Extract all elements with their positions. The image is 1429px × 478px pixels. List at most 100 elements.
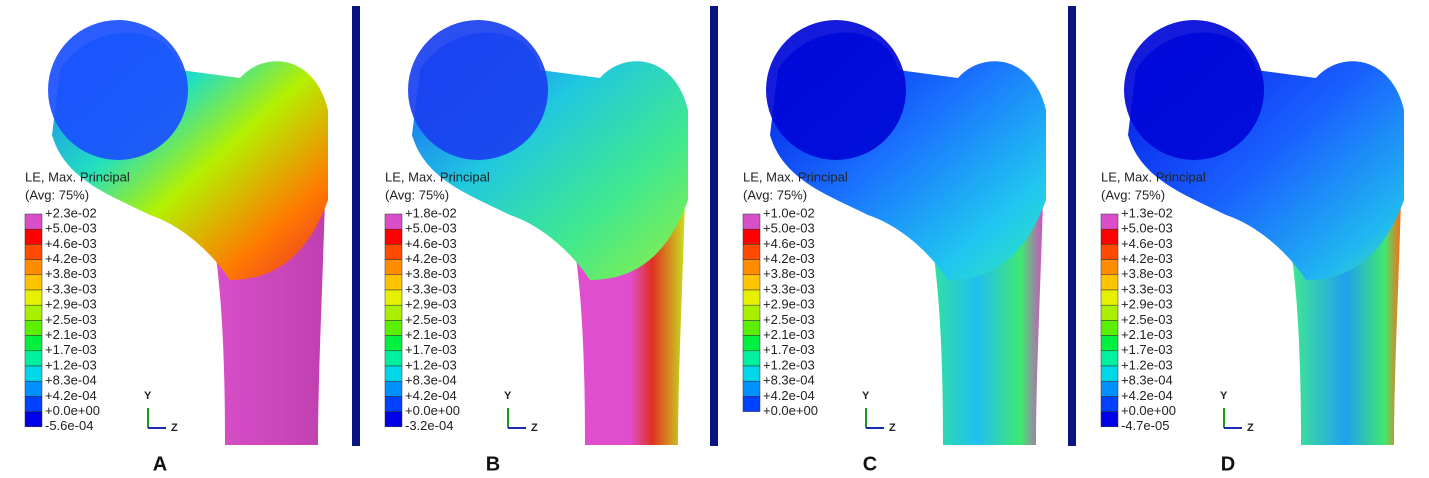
legend-swatch <box>385 381 402 396</box>
legend-swatch <box>25 260 42 275</box>
legend-value: +3.3e-03 <box>763 281 815 296</box>
legend-swatch <box>743 244 760 259</box>
axis-y-label: Y <box>1220 390 1228 402</box>
legend-swatch <box>385 244 402 259</box>
legend-swatch <box>25 366 42 381</box>
legend-value: +3.8e-03 <box>763 266 815 281</box>
axis-y-label: Y <box>144 390 152 402</box>
legend-value: +4.6e-03 <box>405 236 457 251</box>
legend-value: +4.2e-03 <box>1121 251 1173 266</box>
divider <box>352 6 360 446</box>
axis-y-label: Y <box>862 390 870 402</box>
panel-label: A <box>153 453 167 475</box>
legend-swatch <box>25 275 42 290</box>
legend-value: +1.7e-03 <box>1121 342 1173 357</box>
axis-y-label: Y <box>504 390 512 402</box>
legend-value: +2.1e-03 <box>405 327 457 342</box>
legend-subtitle: (Avg: 75%) <box>743 187 807 202</box>
legend-value: +2.5e-03 <box>405 312 457 327</box>
legend-swatch <box>1101 320 1118 335</box>
legend-value: +8.3e-04 <box>763 373 815 388</box>
axis-z-label: Z <box>531 422 538 434</box>
legend-swatch <box>743 229 760 244</box>
legend-swatch <box>385 396 402 411</box>
divider <box>1068 6 1076 446</box>
legend-swatch <box>25 305 42 320</box>
legend-value: +4.2e-04 <box>45 388 97 403</box>
legend-value: +4.2e-04 <box>1121 388 1173 403</box>
legend-value: +2.5e-03 <box>45 312 97 327</box>
legend-value: +4.2e-04 <box>763 388 815 403</box>
legend-swatch <box>1101 290 1118 305</box>
legend-title: LE, Max. Principal <box>385 169 490 184</box>
legend-value: +0.0e+00 <box>1121 403 1176 418</box>
legend-value: +4.2e-03 <box>45 251 97 266</box>
legend-swatch <box>743 366 760 381</box>
legend-value: +4.2e-03 <box>763 251 815 266</box>
legend-value: +1.2e-03 <box>45 357 97 372</box>
axis-z-label: Z <box>889 422 896 434</box>
legend-swatch <box>25 214 42 229</box>
legend-subtitle: (Avg: 75%) <box>1101 187 1165 202</box>
legend-value: +3.3e-03 <box>1121 281 1173 296</box>
legend-value: +4.6e-03 <box>45 236 97 251</box>
legend-value: +4.2e-03 <box>405 251 457 266</box>
legend-swatch <box>1101 412 1118 427</box>
legend-value: +3.3e-03 <box>405 281 457 296</box>
legend-swatch <box>385 412 402 427</box>
figure: LE, Max. Principal(Avg: 75%)+2.3e-02+5.0… <box>0 0 1429 478</box>
legend-value: +3.3e-03 <box>45 281 97 296</box>
femur-head <box>408 20 548 160</box>
legend-swatch <box>1101 396 1118 411</box>
legend-value: +1.2e-03 <box>1121 357 1173 372</box>
legend-title: LE, Max. Principal <box>25 169 130 184</box>
divider <box>710 6 718 446</box>
legend-value: +4.6e-03 <box>763 236 815 251</box>
legend-swatch <box>25 290 42 305</box>
legend-value: +5.0e-03 <box>405 221 457 236</box>
legend-value: +8.3e-04 <box>45 373 97 388</box>
legend-swatch <box>743 351 760 366</box>
legend-value: +4.6e-03 <box>1121 236 1173 251</box>
legend-value: +1.2e-03 <box>763 357 815 372</box>
legend-value: +1.7e-03 <box>763 342 815 357</box>
legend-value: +3.8e-03 <box>45 266 97 281</box>
legend-swatch <box>743 305 760 320</box>
panel-label: D <box>1221 453 1235 475</box>
panel: LE, Max. Principal(Avg: 75%)+2.3e-02+5.0… <box>25 20 328 445</box>
legend-swatch <box>385 336 402 351</box>
legend-value: +2.5e-03 <box>763 312 815 327</box>
legend-swatch <box>25 351 42 366</box>
legend-value: +3.8e-03 <box>1121 266 1173 281</box>
legend-swatch <box>743 275 760 290</box>
legend-value: +2.5e-03 <box>1121 312 1173 327</box>
legend-value: +2.9e-03 <box>763 297 815 312</box>
legend-swatch <box>1101 351 1118 366</box>
legend-swatch <box>743 214 760 229</box>
legend-title: LE, Max. Principal <box>743 169 848 184</box>
legend-swatch <box>25 244 42 259</box>
legend-value: +2.9e-03 <box>45 297 97 312</box>
legend-swatch <box>25 412 42 427</box>
femur-head <box>1124 20 1264 160</box>
panel-label: B <box>486 453 500 475</box>
legend-swatch <box>743 260 760 275</box>
legend-swatch <box>385 320 402 335</box>
legend-value: +0.0e+00 <box>405 403 460 418</box>
legend-value: +1.2e-03 <box>405 357 457 372</box>
panel-label: C <box>863 453 877 475</box>
panel: LE, Max. Principal(Avg: 75%)+1.0e-02+5.0… <box>743 20 1046 445</box>
legend-swatch <box>1101 366 1118 381</box>
legend-value: +5.0e-03 <box>763 221 815 236</box>
legend-swatch <box>385 290 402 305</box>
legend-value: +2.1e-03 <box>1121 327 1173 342</box>
axis-z-label: Z <box>1247 422 1254 434</box>
legend-value: -3.2e-04 <box>405 418 453 433</box>
legend-value: -4.7e-05 <box>1121 418 1169 433</box>
legend-swatch <box>25 381 42 396</box>
legend-value: +5.0e-03 <box>45 221 97 236</box>
legend-swatch <box>1101 229 1118 244</box>
legend-subtitle: (Avg: 75%) <box>25 187 89 202</box>
legend-value: +0.0e+00 <box>763 403 818 418</box>
legend-swatch <box>25 320 42 335</box>
